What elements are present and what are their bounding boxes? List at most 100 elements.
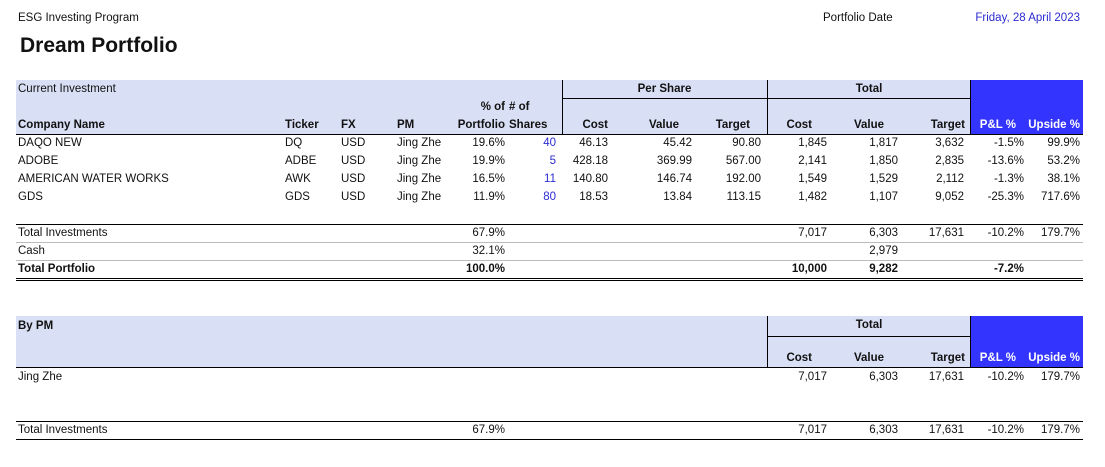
ps-cost-cell: 140.80 [572, 173, 608, 185]
portfolio-cost: 10,000 [791, 263, 827, 275]
program-label: ESG Investing Program [18, 12, 139, 24]
total-label: Total Investments [18, 227, 108, 239]
fx-cell: USD [341, 173, 366, 185]
fx-cell: USD [341, 137, 366, 149]
col-ps-target: Target [715, 119, 750, 131]
col-pm: PM [397, 119, 415, 131]
col-t-target: Target [930, 119, 965, 131]
company-cell: DAQO NEW [18, 137, 82, 149]
fx-cell: USD [341, 191, 366, 203]
by-pm-col-pnl: P&L % [979, 352, 1016, 364]
ticker-cell: ADBE [285, 155, 317, 167]
col-ps-cost: Cost [582, 119, 608, 131]
by-pm-group-total: Total [855, 319, 883, 331]
by-pm-accent-band [971, 316, 1083, 367]
t-target-cell: 2,112 [936, 173, 964, 185]
pct-cell: 19.9% [472, 155, 505, 167]
ticker-cell: AWK [285, 173, 311, 185]
cash-value: 2,979 [869, 245, 898, 257]
holdings-header-band [16, 80, 971, 134]
divider [16, 260, 1083, 261]
col-shares-line1: # of [509, 101, 530, 113]
upside-cell: 53.2% [1047, 155, 1080, 167]
ps-cost-cell: 46.13 [579, 137, 608, 149]
company-cell: GDS [18, 191, 43, 203]
holdings-accent-band [971, 80, 1083, 134]
portfolio-pnl: -7.2% [993, 263, 1024, 275]
cash-label: Cash [18, 245, 45, 257]
t-value-cell: 1,529 [869, 173, 898, 185]
col-fx: FX [341, 119, 356, 131]
divider [767, 80, 768, 134]
group-total: Total [855, 83, 883, 95]
pm-cell: Jing Zhe [397, 191, 442, 203]
by-pm-header-band [16, 316, 971, 367]
ticker-cell: GDS [285, 191, 310, 203]
divider [562, 80, 563, 134]
by-pm-total-upside: 179.7% [1040, 424, 1080, 436]
by-pm-col-value: Value [853, 352, 884, 364]
pm-value: 6,303 [869, 371, 898, 383]
page-title: Dream Portfolio [20, 34, 178, 57]
company-cell: AMERICAN WATER WORKS [18, 173, 169, 185]
t-cost-cell: 2,141 [798, 155, 827, 167]
t-cost-cell: 1,845 [798, 137, 827, 149]
portfolio-label: Total Portfolio [18, 263, 96, 275]
divider [16, 278, 1083, 279]
divider [16, 439, 1083, 440]
total-value: 6,303 [869, 227, 898, 239]
portfolio-date-value: Friday, 28 April 2023 [975, 12, 1080, 24]
col-upside: Upside % [1028, 119, 1080, 131]
divider [970, 80, 971, 134]
total-upside: 179.7% [1040, 227, 1080, 239]
fx-cell: USD [341, 155, 366, 167]
by-pm-total-target: 17,631 [928, 424, 964, 436]
pm-pnl: -10.2% [987, 371, 1024, 383]
total-target: 17,631 [928, 227, 964, 239]
col-ticker: Ticker [285, 119, 319, 131]
ps-target-cell: 567.00 [725, 155, 761, 167]
t-target-cell: 9,052 [935, 191, 964, 203]
portfolio-value: 9,282 [869, 263, 898, 275]
col-t-value: Value [853, 119, 884, 131]
t-value-cell: 1,107 [869, 191, 898, 203]
upside-cell: 99.9% [1047, 137, 1080, 149]
t-value-cell: 1,817 [869, 137, 898, 149]
divider [16, 421, 1083, 422]
by-pm-total-value: 6,303 [869, 424, 898, 436]
col-company: Company Name [18, 119, 105, 131]
pm-cell: Jing Zhe [397, 173, 442, 185]
divider [16, 242, 1083, 243]
pm-name: Jing Zhe [18, 371, 63, 383]
by-pm-total-cost: 7,017 [798, 424, 827, 436]
pct-cell: 11.9% [473, 191, 505, 203]
by-pm-col-upside: Upside % [1028, 352, 1080, 364]
divider [16, 280, 1083, 281]
pct-cell: 16.5% [472, 173, 505, 185]
upside-cell: 38.1% [1047, 173, 1080, 185]
pm-cell: Jing Zhe [397, 155, 442, 167]
t-value-cell: 1,850 [869, 155, 898, 167]
by-pm-section-label: By PM [18, 320, 54, 332]
ps-value-cell: 13.84 [663, 191, 692, 203]
pct-cell: 19.6% [472, 137, 505, 149]
divider [767, 316, 768, 367]
divider [970, 316, 971, 367]
ps-cost-cell: 18.53 [579, 191, 608, 203]
section-label: Current Investment [18, 83, 116, 95]
total-pct: 67.9% [472, 227, 505, 239]
pm-target: 17,631 [928, 371, 964, 383]
ps-target-cell: 113.15 [726, 191, 761, 203]
ps-cost-cell: 428.18 [572, 155, 608, 167]
by-pm-total-label: Total Investments [18, 424, 108, 436]
by-pm-total-pnl: -10.2% [987, 424, 1024, 436]
upside-cell: 717.6% [1040, 191, 1080, 203]
shares-cell: 40 [543, 137, 556, 149]
divider [16, 224, 1083, 225]
ticker-cell: DQ [285, 137, 303, 149]
divider [16, 134, 1083, 135]
cash-pct: 32.1% [472, 245, 505, 257]
t-cost-cell: 1,549 [798, 173, 827, 185]
portfolio-date-label: Portfolio Date [823, 12, 893, 24]
total-pnl: -10.2% [987, 227, 1024, 239]
